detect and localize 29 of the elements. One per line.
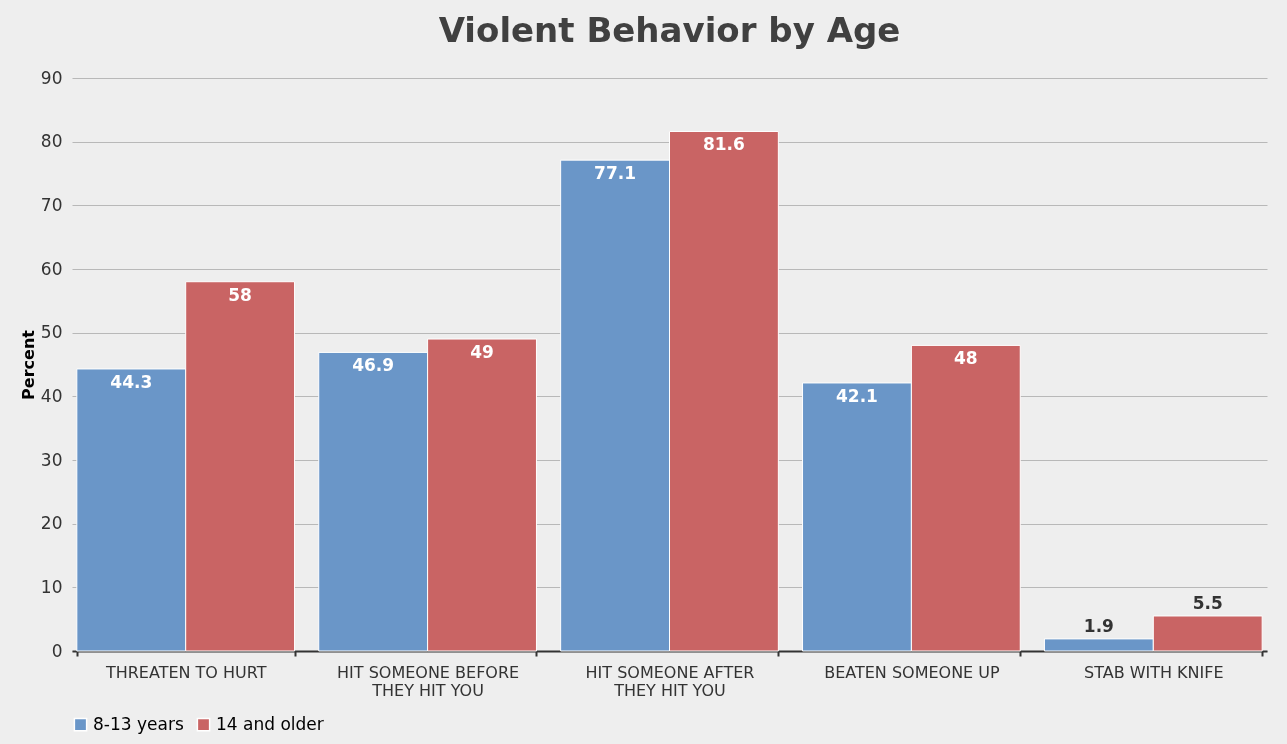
- y-tick-label: 60: [40, 258, 63, 279]
- data-label: 44.3: [110, 371, 153, 392]
- legend-label: 14 and older: [216, 713, 324, 734]
- data-label: 1.9: [1083, 615, 1114, 636]
- data-label: 49: [470, 342, 494, 363]
- x-tick-label: HIT SOMEONE BEFORE THEY HIT YOU: [337, 662, 520, 700]
- y-tick-label: 70: [40, 194, 63, 215]
- y-tick-label: 10: [40, 576, 63, 597]
- x-tick-label: HIT SOMEONE AFTER THEY HIT YOU: [585, 662, 755, 700]
- data-label: 81.6: [702, 134, 745, 155]
- y-tick-label: 80: [40, 131, 63, 152]
- y-tick-label: 30: [40, 449, 63, 470]
- data-label: 58: [228, 284, 252, 305]
- y-tick-label: 40: [40, 385, 63, 406]
- legend-label: 8-13 years: [93, 713, 184, 734]
- y-tick-label: 20: [40, 513, 63, 534]
- data-label: 48: [954, 348, 978, 369]
- y-tick-label: 90: [40, 67, 63, 88]
- x-tick-label: STAB WITH KNIFE: [1083, 662, 1224, 682]
- data-label: 77.1: [594, 163, 637, 184]
- y-tick-label: 0: [51, 640, 63, 661]
- x-tick-label: BEATEN SOMEONE UP: [824, 662, 1000, 682]
- x-tick-label: THREATEN TO HURT: [104, 662, 267, 682]
- data-label: 5.5: [1192, 592, 1223, 613]
- chart-title: Violent Behavior by Age: [438, 10, 901, 50]
- data-label: 42.1: [836, 385, 878, 406]
- data-label: 46.9: [352, 355, 395, 376]
- y-axis-title: Percent: [18, 329, 38, 400]
- y-tick-label: 50: [40, 322, 63, 343]
